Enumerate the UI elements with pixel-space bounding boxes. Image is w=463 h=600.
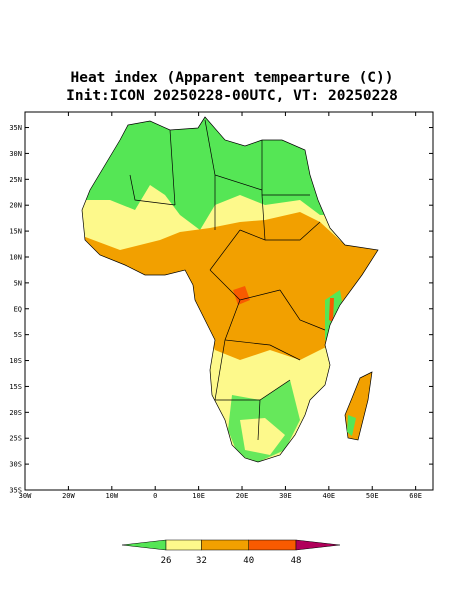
lon-label: 10E: [192, 492, 205, 500]
lat-label: 20N: [9, 202, 22, 210]
lon-label: 50E: [366, 492, 379, 500]
lat-label: 25N: [9, 176, 22, 184]
lon-label: 30W: [19, 492, 32, 500]
lat-label: 35S: [9, 487, 22, 495]
lat-label: 10N: [9, 253, 22, 261]
lat-label: 15N: [9, 228, 22, 236]
lat-label: EQ: [14, 305, 22, 313]
colorbar-segment: [201, 539, 249, 551]
lat-label: 25S: [9, 435, 22, 443]
madagascar-south: [347, 415, 356, 436]
lon-label: 0: [153, 492, 157, 500]
colorbar-segment: [248, 539, 297, 551]
lon-label: 30E: [279, 492, 292, 500]
lon-label: 40E: [323, 492, 336, 500]
lat-label: 10S: [9, 357, 22, 365]
lon-label: 10W: [105, 492, 118, 500]
lat-label: 30S: [9, 461, 22, 469]
lat-label: 5S: [14, 331, 22, 339]
coastline: [81, 116, 379, 463]
lat-label: 15S: [9, 383, 22, 391]
lat-label: 35N: [9, 124, 22, 132]
subtitle: Init:ICON 20250228-00UTC, VT: 20250228: [66, 88, 398, 104]
country-borders: [129, 119, 326, 441]
colorbar-label: 32: [196, 556, 207, 566]
lon-label: 20W: [62, 492, 75, 500]
lat-label: 20S: [9, 409, 22, 417]
colorbar-label: 48: [291, 556, 302, 566]
lon-label: 60E: [409, 492, 422, 500]
colorbar-segment: [165, 539, 202, 551]
lon-label: 20E: [236, 492, 249, 500]
colorbar-label: 40: [243, 556, 254, 566]
title: Heat index (Apparent tempearture (C)): [70, 70, 393, 86]
colorbar-high: [295, 539, 341, 551]
lat-label: 30N: [9, 150, 22, 158]
lat-label: 5N: [14, 279, 22, 287]
colorbar-label: 26: [161, 556, 172, 566]
colorbar-low: [121, 539, 167, 551]
